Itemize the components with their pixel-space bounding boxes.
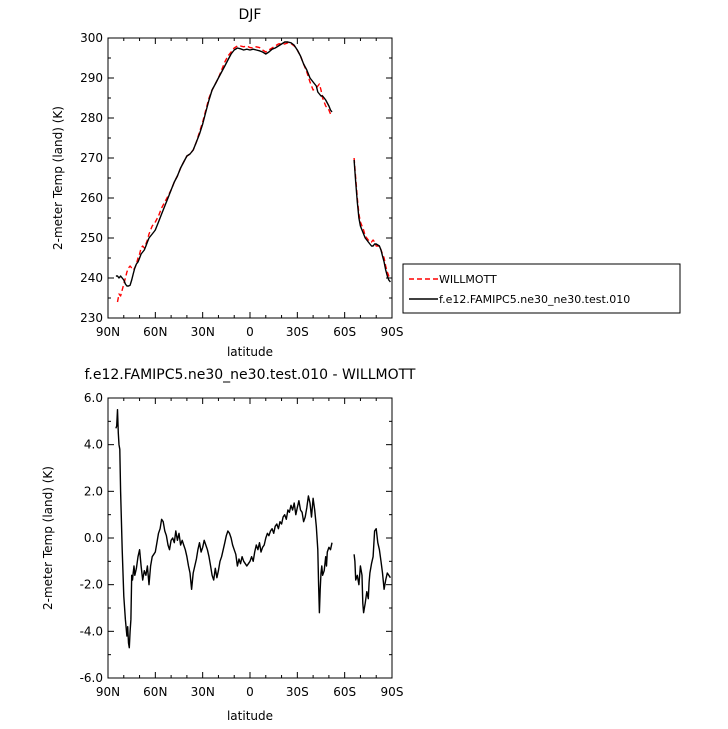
- top-xtick-label-0: 0: [246, 325, 254, 339]
- bottom-xtick-label-30s: 30S: [286, 685, 309, 699]
- bottom-xtick-label-60n: 60N: [143, 685, 167, 699]
- top-series-willmott-segment-2: [353, 157, 391, 279]
- bottom-xtick-label-0: 0: [246, 685, 254, 699]
- top-panel: DJF 90N 60N 30N 0 30S 60S 90S 230 240 25…: [51, 7, 681, 359]
- top-xtick-label-90s: 90S: [381, 325, 404, 339]
- top-series-f-e12-famipc5-ne30-ne30-test-010-segment-2: [353, 159, 391, 283]
- bottom-xtick-label-90n: 90N: [96, 685, 120, 699]
- legend: WILLMOTT f.e12.FAMIPC5.ne30_ne30.test.01…: [402, 263, 681, 314]
- top-series-willmott-segment-1: [116, 42, 333, 303]
- top-xtick-label-60s: 60S: [333, 325, 356, 339]
- top-xtick-label-30n: 30N: [191, 325, 215, 339]
- bottom-ytick-label-4: 4.0: [84, 438, 103, 452]
- legend-model-label: f.e12.FAMIPC5.ne30_ne30.test.010: [439, 293, 630, 306]
- top-x-axis-label: latitude: [227, 345, 273, 359]
- bottom-ytick-label-m6: -6.0: [80, 671, 103, 685]
- bottom-ytick-label-m4: -4.0: [80, 624, 103, 638]
- top-ytick-label-290: 290: [80, 71, 103, 85]
- top-xtick-label-60n: 60N: [143, 325, 167, 339]
- bottom-ticks: [107, 397, 393, 679]
- top-ytick-label-300: 300: [80, 31, 103, 45]
- bottom-xtick-label-90s: 90S: [381, 685, 404, 699]
- bottom-series-difference-segment-2: [353, 528, 391, 614]
- bottom-ytick-label-m2: -2.0: [80, 578, 103, 592]
- top-ytick-label-230: 230: [80, 311, 103, 325]
- bottom-ytick-label-0: 0.0: [84, 531, 103, 545]
- top-lines: [115, 41, 391, 303]
- top-xtick-label-30s: 30S: [286, 325, 309, 339]
- top-y-axis-label: 2-meter Temp (land) (K): [51, 106, 65, 250]
- bottom-x-axis-label: latitude: [227, 709, 273, 723]
- bottom-lines: [115, 409, 391, 649]
- bottom-series-difference-segment-1: [115, 409, 333, 649]
- top-ytick-label-240: 240: [80, 271, 103, 285]
- bottom-ytick-label-2: 2.0: [84, 484, 103, 498]
- top-ticks: [107, 37, 393, 319]
- bottom-y-axis-label: 2-meter Temp (land) (K): [41, 466, 55, 610]
- bottom-plot-frame: [107, 397, 393, 679]
- top-plot-frame: [107, 37, 393, 319]
- top-ytick-label-260: 260: [80, 191, 103, 205]
- top-series-f-e12-famipc5-ne30-ne30-test-010-segment-1: [115, 41, 333, 287]
- top-ytick-label-280: 280: [80, 111, 103, 125]
- bottom-chart-title: f.e12.FAMIPC5.ne30_ne30.test.010 - WILLM…: [85, 367, 416, 383]
- top-ytick-label-270: 270: [80, 151, 103, 165]
- bottom-xtick-label-30n: 30N: [191, 685, 215, 699]
- bottom-panel: f.e12.FAMIPC5.ne30_ne30.test.010 - WILLM…: [41, 367, 416, 723]
- top-xtick-label-90n: 90N: [96, 325, 120, 339]
- bottom-xtick-label-60s: 60S: [333, 685, 356, 699]
- bottom-ytick-label-6: 6.0: [84, 391, 103, 405]
- top-chart-title: DJF: [239, 7, 262, 23]
- top-ytick-label-250: 250: [80, 231, 103, 245]
- legend-box: [402, 263, 681, 314]
- legend-willmott-label: WILLMOTT: [439, 273, 497, 286]
